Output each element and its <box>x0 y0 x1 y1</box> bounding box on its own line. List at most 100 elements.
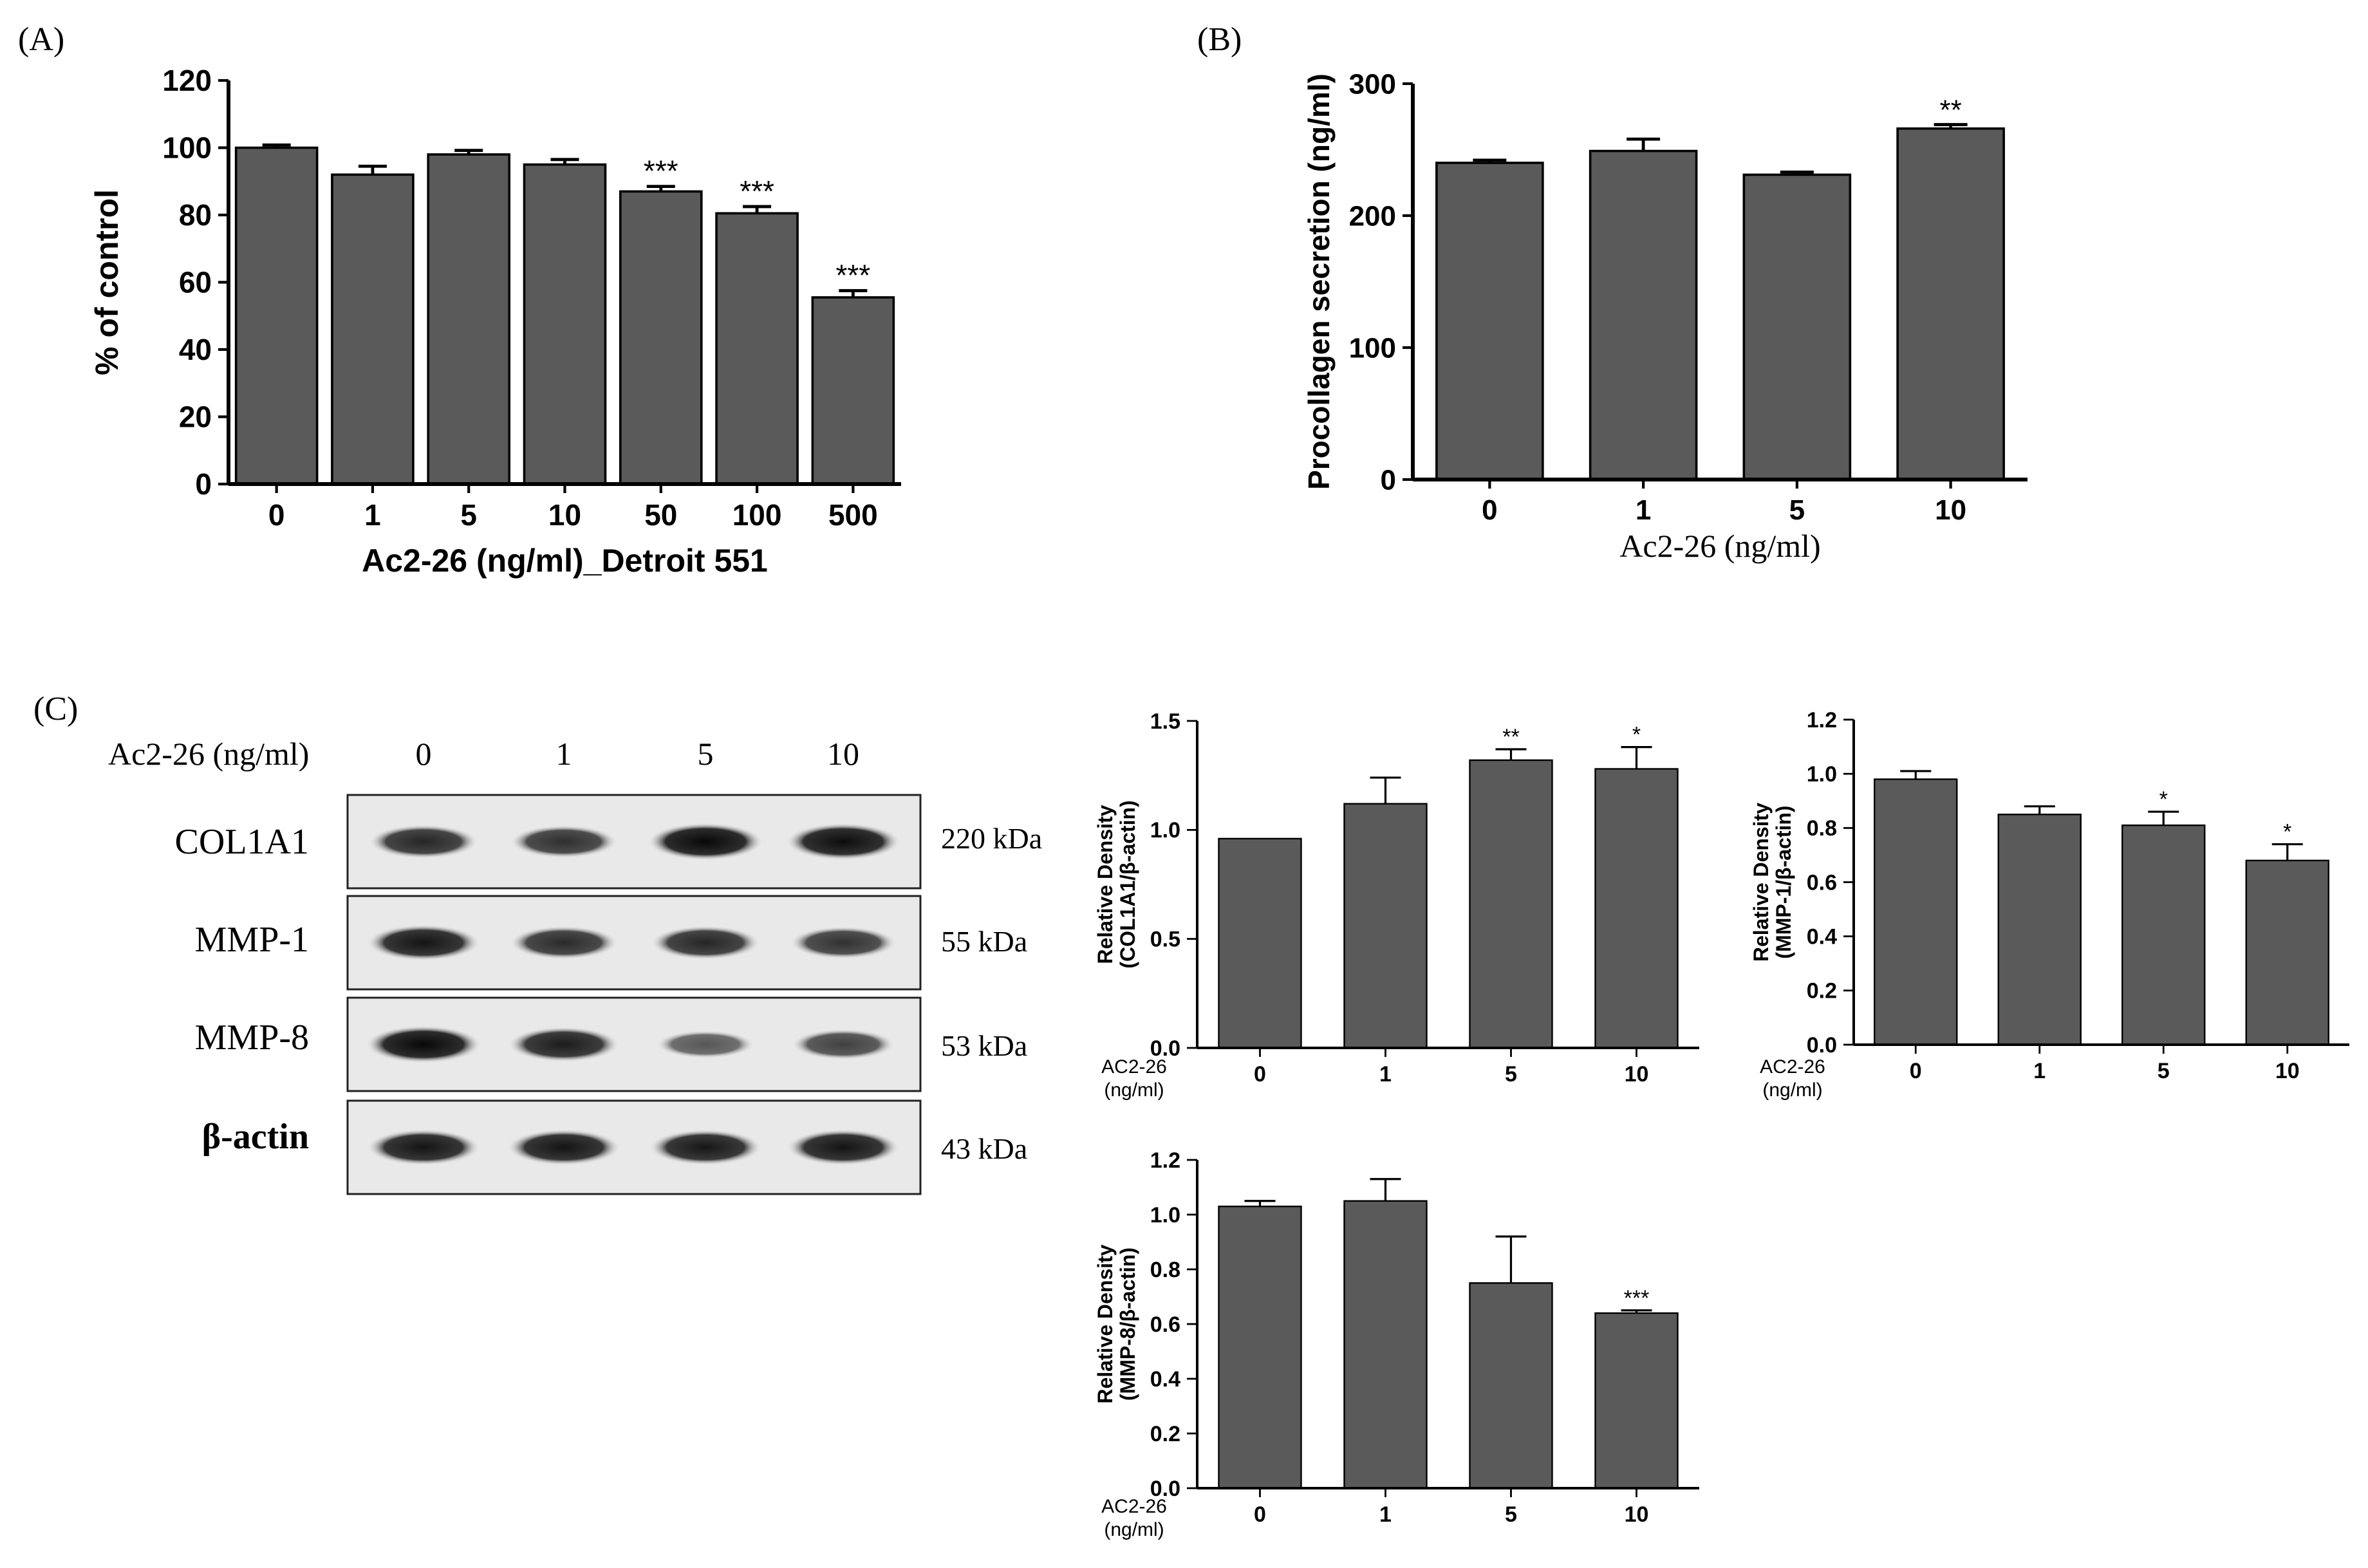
western-blot: Ac2-26 (ng/ml) 0 1 5 10 COL1A1 MMP-1 MMP… <box>108 736 1042 1195</box>
bar <box>1997 814 2082 1046</box>
y-axis-label-line: Relative Density <box>1094 1244 1117 1403</box>
significance-mark: *** <box>740 174 774 208</box>
y-tick-label: 1.0 <box>1150 1203 1180 1227</box>
x-tick-label: 10 <box>2275 1059 2300 1083</box>
blot-band <box>508 1027 619 1062</box>
blot-protein-label: β-actin <box>202 1117 309 1157</box>
y-tick-label: 0.0 <box>1150 1477 1180 1501</box>
bar <box>2245 859 2329 1046</box>
significance-mark: *** <box>835 259 870 292</box>
y-axis-label-line: (COL1A1/β-actin) <box>1116 800 1139 968</box>
x-tick-label: 1 <box>1636 494 1651 526</box>
blot-strips <box>346 794 922 1195</box>
bar <box>1343 1200 1428 1489</box>
bar <box>1896 127 2005 481</box>
x-tick-label: 1 <box>1379 1062 1392 1087</box>
blot-band <box>787 1129 899 1166</box>
x-tick-label: 50 <box>644 498 677 532</box>
bar <box>1343 803 1428 1049</box>
panel-label-b: (B) <box>1197 21 1242 58</box>
x-tick-label: 100 <box>732 498 782 532</box>
y-tick-label: 60 <box>179 266 212 299</box>
blot-size-label: 55 kDa <box>941 925 1027 958</box>
bar <box>1589 149 1698 481</box>
y-tick-label: 200 <box>1349 200 1396 232</box>
dose-caption: (ng/ml) <box>1762 1079 1822 1101</box>
y-axis-label-line: Relative Density <box>1749 803 1773 962</box>
y-axis-label-line: Relative Density <box>1094 805 1117 964</box>
bar <box>331 173 415 485</box>
blot-dose-label: 5 <box>698 736 714 772</box>
significance-mark: ** <box>1940 95 1962 126</box>
dose-caption: AC2-26 <box>1101 1496 1167 1517</box>
y-tick-label: 0.8 <box>1807 816 1837 841</box>
blot-dose-header: Ac2-26 (ng/ml) <box>108 736 309 772</box>
bar <box>1218 1206 1302 1489</box>
y-tick-label: 0.4 <box>1150 1367 1180 1392</box>
x-tick-label: 0 <box>1910 1059 1922 1083</box>
x-tick-label: 10 <box>1935 494 1966 526</box>
bar <box>1874 778 1958 1046</box>
y-axis-label-line: (MMP-1/β-actin) <box>1772 805 1795 958</box>
y-tick-label: 0.5 <box>1150 928 1180 952</box>
y-tick-label: 100 <box>162 131 212 165</box>
y-tick-label: 0 <box>1381 464 1396 496</box>
y-tick-label: 0.6 <box>1807 870 1837 895</box>
x-tick-label: 1 <box>1379 1502 1392 1527</box>
bar <box>619 190 703 485</box>
panel-label-c: (C) <box>33 691 78 727</box>
blot-band <box>510 825 617 858</box>
x-tick-label: 1 <box>2033 1059 2046 1083</box>
x-tick-label: 10 <box>548 498 581 532</box>
bar <box>1469 759 1553 1049</box>
blot-band <box>657 1031 754 1058</box>
significance-mark: * <box>2283 820 2291 845</box>
blot-band <box>651 926 760 960</box>
x-tick-label: 1 <box>364 498 381 532</box>
chart-col1a1: 0 1 ** 5 * 10 0.0 0.5 1.0 1.5 Relative Density(COL… <box>1094 709 1699 1101</box>
chart-a: 0 1 5 10 *** 50 *** 100 *** 500 0 20 40 60 80 100 120 % o… <box>89 64 901 579</box>
y-tick-label: 1.5 <box>1150 709 1180 734</box>
x-tick-label: 10 <box>1625 1502 1649 1527</box>
x-tick-label: 500 <box>828 498 878 532</box>
significance-mark: * <box>2159 787 2168 812</box>
blot-dose-label: 1 <box>556 736 572 772</box>
blot-band <box>368 924 480 961</box>
blot-band <box>369 825 478 859</box>
blot-size-label: 220 kDa <box>941 822 1042 855</box>
blot-protein-label: MMP-8 <box>195 1018 309 1058</box>
y-tick-label: 20 <box>179 400 212 434</box>
chart-mmp8: 0 1 5 *** 10 0.0 0.2 0.4 0.6 0.8 1.0 1.2 Relative De… <box>1094 1148 1699 1540</box>
y-tick-label: 120 <box>162 64 212 97</box>
bar <box>234 146 319 485</box>
y-tick-label: 100 <box>1349 332 1396 364</box>
bar <box>1594 1312 1679 1489</box>
bar <box>811 296 895 485</box>
y-axis-label: Procollagen secretion (ng/ml) <box>1302 73 1336 490</box>
y-tick-label: 80 <box>179 198 212 232</box>
blot-band <box>368 1129 480 1166</box>
x-tick-label: 5 <box>1789 494 1805 526</box>
bar <box>1435 162 1544 481</box>
blot-band <box>510 926 617 959</box>
blot-size-label: 43 kDa <box>941 1132 1027 1165</box>
x-tick-label: 10 <box>1625 1062 1649 1087</box>
y-tick-label: 1.2 <box>1807 708 1837 733</box>
y-tick-label: 0.2 <box>1807 979 1837 1003</box>
chart-mmp1: 0 1 * 5 * 10 0.0 0.2 0.4 0.6 0.8 1.0 1.2 Relative Den… <box>1749 708 2349 1101</box>
blot-size-label: 53 kDa <box>941 1029 1027 1062</box>
y-tick-label: 0.0 <box>1807 1033 1837 1058</box>
x-tick-label: 0 <box>1482 494 1497 526</box>
significance-mark: *** <box>644 154 678 188</box>
y-axis-label: Relative Density(MMP-8/β-actin) <box>1094 1244 1139 1403</box>
blot-band <box>792 1029 895 1059</box>
x-axis-label: Ac2-26 (ng/ml) <box>1619 528 1820 564</box>
x-tick-label: 5 <box>460 498 477 532</box>
dose-caption: AC2-26 <box>1101 1056 1167 1078</box>
y-tick-label: 0.8 <box>1150 1258 1180 1282</box>
x-tick-label: 0 <box>1254 1062 1266 1087</box>
y-axis-label: Relative Density(MMP-1/β-actin) <box>1749 803 1795 962</box>
y-tick-label: 0.0 <box>1150 1036 1180 1061</box>
